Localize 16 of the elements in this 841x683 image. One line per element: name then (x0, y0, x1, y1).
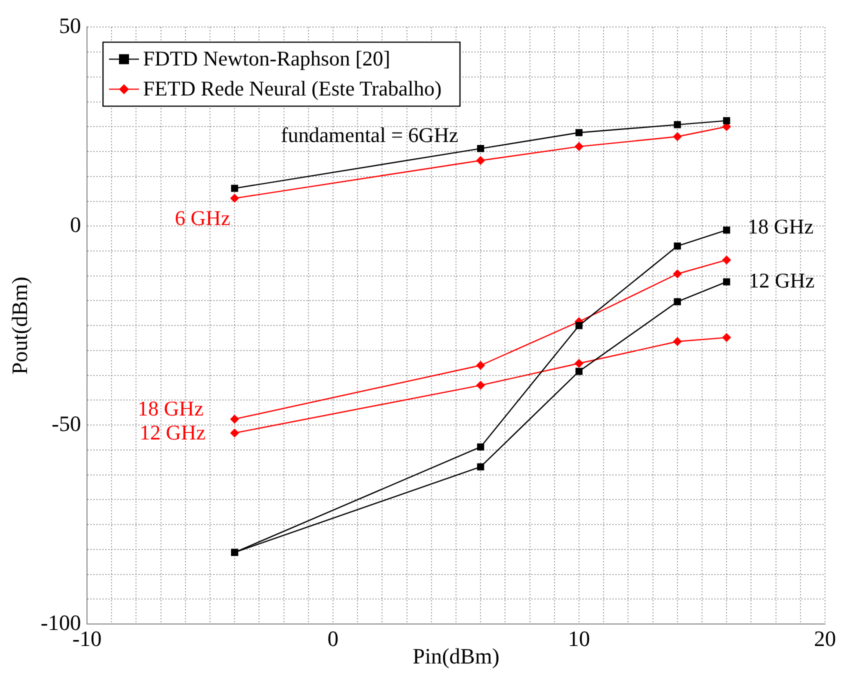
x-tick-label: 10 (568, 626, 590, 651)
x-tick-label: 0 (328, 626, 338, 651)
legend-label: FETD Rede Neural (Este Trabalho) (143, 76, 442, 101)
x-tick-label: 20 (814, 626, 836, 651)
y-tick-label: 50 (59, 12, 81, 38)
annotation: 18 GHz (138, 396, 204, 421)
y-tick-label: 0 (70, 212, 81, 237)
annotation: 12 GHz (748, 268, 815, 292)
annotation: fundamental = 6GHz (280, 123, 458, 148)
x-axis-title: Pin(dBm) (412, 644, 500, 669)
y-axis-title: Pout(dBm) (6, 276, 32, 374)
y-tick-label: -50 (52, 410, 81, 436)
legend-label: FDTD Newton-Raphson [20] (143, 46, 390, 71)
annotation: 6 GHz (174, 206, 230, 230)
annotation: 12 GHz (140, 420, 206, 445)
annotation: 18 GHz (748, 214, 814, 239)
